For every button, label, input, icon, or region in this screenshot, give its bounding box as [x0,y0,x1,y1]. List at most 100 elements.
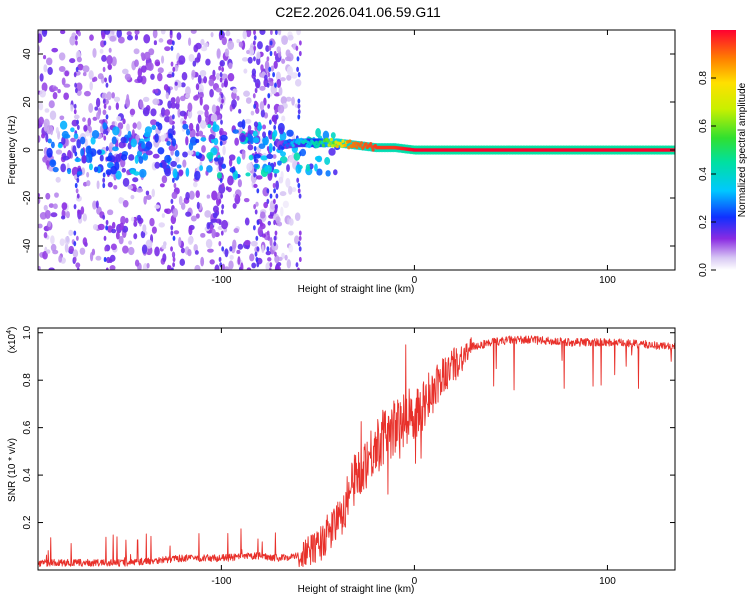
heatmap-cell [38,192,41,198]
heatmap-cell [108,258,113,264]
heatmap-cell [72,145,77,154]
heatmap-cell [247,144,254,151]
heatmap-cell [182,120,187,125]
heatmap-cell [130,194,135,200]
heatmap-x-tick-label: 100 [599,275,616,286]
heatmap-cell [178,195,183,206]
heatmap-cell [325,170,331,177]
heatmap-cell [133,233,138,240]
heatmap-cell [298,193,302,199]
heatmap-cell [141,244,148,255]
heatmap-cell [191,69,196,78]
heatmap-cell [333,169,338,176]
heatmap-cell [278,176,284,184]
heatmap-cell [221,246,225,252]
heatmap-cell [256,57,261,66]
heatmap-cell [210,113,218,124]
heatmap-cell [265,250,271,256]
heatmap-cell [116,116,122,122]
heatmap-cell [347,145,351,150]
heatmap-cell [136,150,143,158]
heatmap-cell [82,213,87,222]
heatmap-cell [285,96,292,102]
heatmap-cell [256,175,263,180]
heatmap-cell [74,87,78,94]
heatmap-cell [268,119,272,125]
heatmap-cell [266,198,270,204]
heatmap-cell [50,243,57,252]
heatmap-cell [220,93,224,99]
heatmap-cell [160,30,166,35]
heatmap-cell [268,77,272,83]
heatmap-cell [216,172,223,179]
heatmap-cell [187,248,192,257]
heatmap-cell [273,119,277,125]
heatmap-cell [118,235,124,245]
heatmap-cell [296,30,301,36]
heatmap-cell [44,108,50,113]
heatmap-cell [80,148,85,157]
heatmap-cell [243,198,250,203]
heatmap-cell [293,152,301,161]
heatmap-cell [82,117,86,122]
heatmap-cell [126,123,130,132]
heatmap-cell [133,220,138,227]
heatmap-cell [80,206,85,215]
heatmap-cell [253,137,260,144]
heatmap-cell [269,262,273,268]
heatmap-cell [188,53,195,62]
heatmap-cell [145,150,153,156]
heatmap-cell [77,63,84,71]
heatmap-cell [60,163,66,173]
heatmap-cell [111,121,115,126]
heatmap-cell [259,30,266,36]
heatmap-cell [219,140,223,146]
heatmap-cell [273,124,277,131]
heatmap-cell [129,108,136,116]
heatmap-cell [224,48,230,57]
heatmap-cell [295,262,299,268]
heatmap-cell [75,40,78,46]
heatmap-cell [171,177,175,183]
snr-y-tick-label: 0.6 [22,420,33,434]
heatmap-cell [232,170,239,180]
heatmap-cell [371,148,375,152]
heatmap-cell [124,73,132,81]
heatmap-cell [48,203,54,208]
heatmap-cell [231,99,237,109]
heatmap-cell [140,52,145,58]
heatmap-cell [273,188,276,194]
heatmap-cell [207,248,214,253]
heatmap-cell [170,198,174,204]
heatmap-y-tick-label: -20 [22,190,33,205]
heatmap-cell [122,118,126,125]
heatmap-cell [147,62,154,71]
heatmap-cell [248,154,254,161]
heatmap-cell [295,45,299,51]
heatmap-cell [328,147,336,156]
heatmap-cell [271,242,279,251]
heatmap-cell [251,262,257,269]
colorbar-tick-label: 0.4 [698,167,709,181]
heatmap-cell [179,95,186,102]
heatmap-cell [214,264,220,270]
colorbar-ticks: 0.0 0.2 0.4 0.6 0.8 [698,71,716,277]
heatmap-cell [74,35,78,41]
heatmap-cell [272,169,280,174]
heatmap-cell [204,42,209,48]
heatmap-cell [101,31,106,40]
heatmap-cell [229,254,234,260]
heatmap-x-tick-label: -100 [211,275,231,286]
heatmap-cell [172,256,176,263]
heatmap-cell [178,55,186,65]
heatmap-cell [180,202,186,210]
heatmap-cell [95,97,101,108]
heatmap-cell [212,205,219,213]
heatmap-cell [252,225,256,231]
heatmap-cell [116,30,122,39]
heatmap-cell [172,235,176,241]
heatmap-cell [73,230,77,236]
heatmap-cell [55,126,59,134]
heatmap-cell [237,179,242,188]
